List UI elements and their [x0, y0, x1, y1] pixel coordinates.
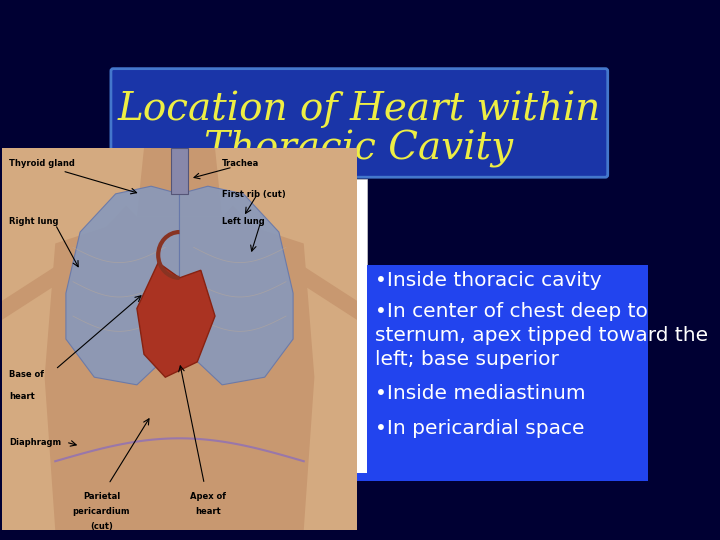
- Polygon shape: [137, 148, 222, 217]
- Text: Diaphragm: Diaphragm: [9, 438, 61, 447]
- Text: •Inside thoracic cavity: •Inside thoracic cavity: [375, 271, 602, 290]
- Polygon shape: [66, 186, 179, 385]
- Text: Location of Heart within: Location of Heart within: [117, 91, 600, 128]
- Text: Thoracic Cavity: Thoracic Cavity: [204, 131, 513, 168]
- Polygon shape: [171, 148, 189, 194]
- Text: Trachea: Trachea: [222, 159, 259, 168]
- Text: •In center of chest deep to
sternum, apex tipped toward the
left; base superior: •In center of chest deep to sternum, ape…: [375, 302, 708, 369]
- Polygon shape: [137, 262, 215, 377]
- Text: •In pericardial space: •In pericardial space: [375, 419, 585, 438]
- Text: First rib (cut): First rib (cut): [222, 190, 286, 199]
- Polygon shape: [179, 186, 293, 385]
- FancyBboxPatch shape: [111, 69, 608, 177]
- FancyBboxPatch shape: [91, 179, 366, 473]
- Text: •Inside mediastinum: •Inside mediastinum: [375, 384, 586, 403]
- Text: pericardium: pericardium: [73, 507, 130, 516]
- Text: Base of: Base of: [9, 369, 44, 379]
- Text: heart: heart: [9, 393, 35, 401]
- Text: (cut): (cut): [90, 522, 113, 531]
- FancyBboxPatch shape: [90, 473, 648, 484]
- Polygon shape: [45, 217, 315, 530]
- Polygon shape: [2, 148, 357, 530]
- Polygon shape: [2, 205, 137, 320]
- Text: Thyroid gland: Thyroid gland: [9, 159, 75, 168]
- Text: Right lung: Right lung: [9, 217, 58, 226]
- Text: Parietal: Parietal: [83, 492, 120, 501]
- Text: Apex of: Apex of: [190, 492, 226, 501]
- FancyBboxPatch shape: [367, 265, 648, 477]
- Text: Left lung: Left lung: [222, 217, 265, 226]
- Text: heart: heart: [195, 507, 221, 516]
- Polygon shape: [222, 205, 357, 320]
